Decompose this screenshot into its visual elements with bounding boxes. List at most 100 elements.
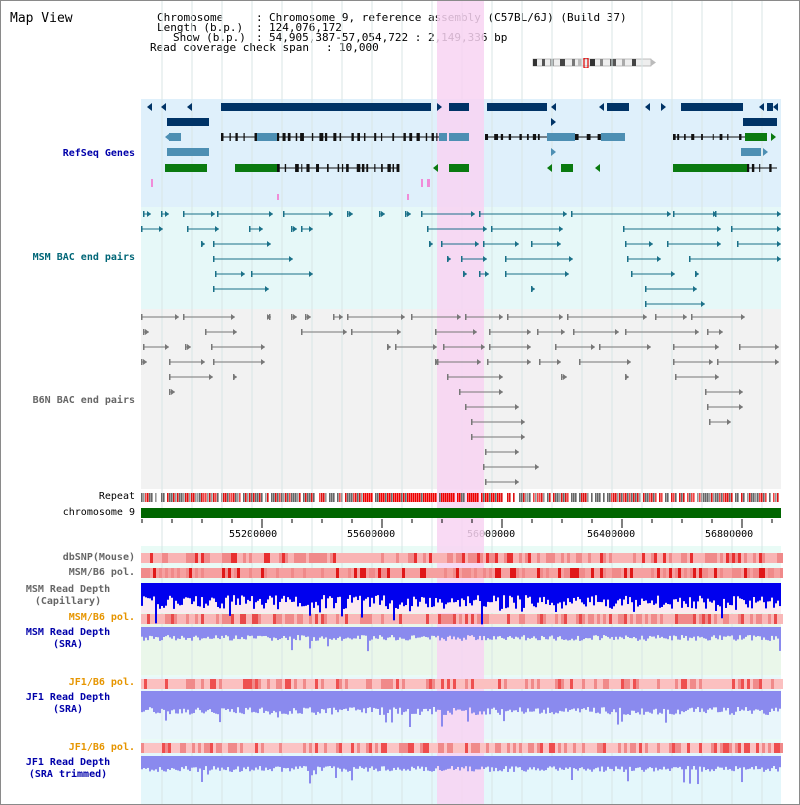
read-depth-bar (745, 627, 747, 637)
bac-end (447, 256, 451, 262)
polymorphism-cell (219, 614, 222, 624)
polymorphism-cell (666, 553, 669, 563)
polymorphism-cell (198, 568, 201, 578)
track-label-msm-bac[interactable]: MSM BAC end pairs (32, 252, 135, 263)
polymorphism-cell (297, 743, 300, 753)
repeat-mark (707, 493, 709, 502)
read-depth-bar (613, 627, 615, 640)
repeat-mark (235, 493, 237, 502)
polymorphism-cell (651, 679, 654, 689)
track-label-b6n-bac[interactable]: B6N BAC end pairs (32, 395, 135, 406)
read-depth-bar (223, 583, 225, 609)
polymorphism-cell (714, 679, 717, 689)
read-depth-bar (155, 756, 157, 770)
polymorphism-cell (726, 743, 729, 753)
read-depth-bar (541, 756, 543, 770)
polymorphism-cell (381, 568, 384, 578)
repeat-mark (673, 493, 675, 502)
read-depth-bar (341, 691, 343, 711)
track-label-jf1-depth-trimmed[interactable]: JF1 Read Depth (SRA trimmed) (1, 757, 135, 781)
track-label-msm-depth-capillary[interactable]: MSM Read Depth (Capillary) (1, 584, 135, 608)
polymorphism-cell (660, 679, 663, 689)
read-depth-bar (361, 627, 363, 636)
read-depth-bar (385, 627, 387, 641)
track-label-msm-b6-pol-2[interactable]: MSM/B6 pol. (68, 612, 135, 623)
read-depth-bar (661, 627, 663, 637)
read-depth-bar (281, 756, 283, 772)
polymorphism-cell (477, 553, 480, 563)
read-depth-bar (457, 756, 459, 767)
polymorphism-cell (717, 679, 720, 689)
polymorphism-cell (561, 568, 564, 578)
chromosome-ideogram[interactable] (530, 53, 656, 69)
read-depth-bar (515, 756, 517, 767)
polymorphism-cell (177, 743, 180, 753)
polymorphism-cell (546, 743, 549, 753)
bac-end (461, 256, 463, 262)
polymorphism-cell (375, 614, 378, 624)
read-depth-bar (629, 756, 631, 767)
read-depth-bar (481, 583, 483, 625)
read-depth-bar (585, 756, 587, 771)
selection-highlight (437, 1, 484, 804)
read-depth-bar (389, 627, 391, 638)
read-depth-bar (619, 627, 621, 637)
track-label-msm-depth-sra[interactable]: MSM Read Depth (SRA) (1, 627, 135, 651)
polymorphism-cell (243, 553, 246, 563)
read-depth-bar (143, 583, 145, 597)
bac-end (777, 226, 781, 232)
track-label-refseq-genes[interactable]: RefSeq Genes (62, 148, 135, 159)
read-depth-bar (737, 627, 739, 640)
read-depth-bar (447, 627, 449, 637)
polymorphism-cell (660, 568, 663, 578)
polymorphism-cell (696, 614, 699, 624)
polymorphism-cell (627, 553, 630, 563)
read-depth-bar (677, 583, 679, 602)
read-depth-bar (647, 627, 649, 639)
track-label-msm-b6-pol[interactable]: MSM/B6 pol. (68, 567, 135, 578)
polymorphism-cell (273, 614, 276, 624)
track-label-repeat[interactable]: Repeat (98, 491, 135, 502)
read-depth-bar (423, 691, 425, 709)
read-depth-bar (401, 756, 403, 771)
polymorphism-cell (519, 553, 522, 563)
track-label-jf1-depth-sra[interactable]: JF1 Read Depth (SRA) (1, 692, 135, 716)
polymorphism-cell (609, 743, 612, 753)
read-depth-bar (265, 627, 267, 636)
track-label-jf1-b6-pol-2[interactable]: JF1/B6 pol. (68, 742, 135, 753)
read-depth-bar (257, 627, 259, 636)
repeat-mark (261, 493, 263, 502)
read-depth-bar (735, 691, 737, 712)
repeat-mark (619, 493, 621, 502)
read-depth-bar (479, 627, 481, 636)
polymorphism-cell (315, 614, 318, 624)
read-depth-bar (389, 583, 391, 604)
read-depth-bar (421, 583, 423, 598)
read-depth-bar (259, 583, 261, 599)
polymorphism-cell (705, 679, 708, 689)
read-depth-bar (187, 691, 189, 710)
polymorphism-cell (237, 679, 240, 689)
read-depth-bar (643, 583, 645, 601)
polymorphism-cell (399, 614, 402, 624)
read-depth-bar (657, 583, 659, 596)
read-depth-bar (377, 583, 379, 596)
read-depth-bar (191, 583, 193, 605)
repeat-mark (553, 493, 555, 502)
depth-tracks-bg (141, 546, 781, 804)
bac-end (667, 211, 671, 217)
gene-block (487, 103, 547, 111)
gene-tick (407, 194, 409, 200)
polymorphism-cell (549, 568, 552, 578)
read-depth-bar (625, 691, 627, 715)
read-depth-bar (315, 756, 317, 775)
polymorphism-cell (735, 679, 738, 689)
track-label-jf1-b6-pol[interactable]: JF1/B6 pol. (68, 677, 135, 688)
bac-end (693, 286, 697, 292)
polymorphism-cell (531, 568, 534, 578)
polymorphism-cell (255, 553, 258, 563)
read-depth-bar (587, 691, 589, 708)
track-label-dbsnp[interactable]: dbSNP(Mouse) (62, 552, 135, 563)
bac-end (405, 211, 407, 217)
polymorphism-cell (549, 553, 552, 563)
